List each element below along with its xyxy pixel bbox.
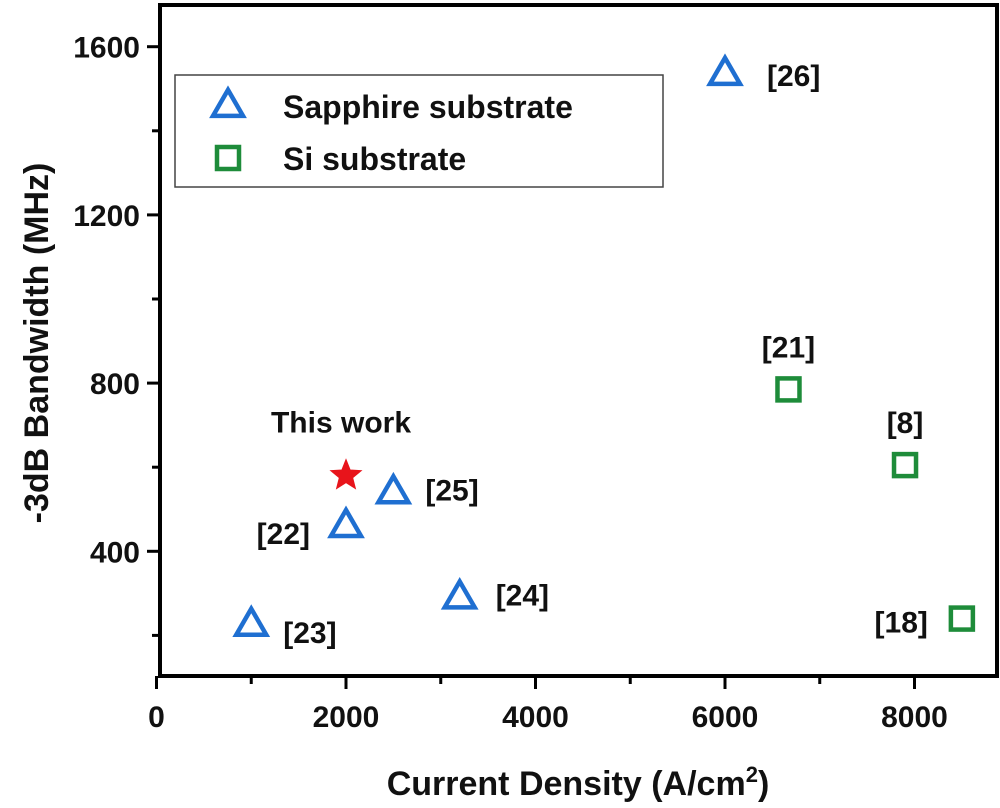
point-ref-label: [21] bbox=[762, 331, 815, 364]
sapphire-point-marker bbox=[440, 576, 479, 610]
legend-entry-label: Si substrate bbox=[283, 141, 466, 177]
point-ref-label: [22] bbox=[257, 518, 310, 551]
x-tick-label: 6000 bbox=[692, 701, 759, 734]
point-ref-label: [8] bbox=[887, 407, 924, 440]
y-tick-label: 1600 bbox=[73, 32, 140, 65]
y-tick-label: 800 bbox=[90, 368, 140, 401]
this-work-label: This work bbox=[271, 407, 411, 440]
legend-sapphire-marker bbox=[209, 85, 247, 119]
point-ref-label: [26] bbox=[767, 60, 820, 93]
axes: 0 2000 4000 6000 8000 400 800 1200 1600 bbox=[73, 3, 999, 734]
si-point-marker bbox=[775, 376, 802, 403]
data-marks: [23] [22] [25] [24] [26] [21] [8] [18] This work bbox=[232, 53, 976, 650]
sapphire-point-marker bbox=[706, 53, 744, 87]
si-point-marker bbox=[891, 451, 919, 479]
x-axis-title: Current Density (A/cm2) bbox=[387, 762, 770, 803]
y-tick-label: 1200 bbox=[73, 200, 140, 233]
legend: Sapphire substrate Si substrate bbox=[174, 74, 664, 188]
x-tick-label: 4000 bbox=[502, 701, 569, 734]
sapphire-point-marker bbox=[327, 505, 365, 539]
point-ref-label: [23] bbox=[283, 617, 336, 650]
legend-si-marker bbox=[214, 144, 242, 172]
x-tick-label: 0 bbox=[148, 701, 165, 734]
legend-box bbox=[174, 74, 664, 188]
y-tick-label: 400 bbox=[90, 536, 140, 569]
x-tick-label: 2000 bbox=[313, 701, 380, 734]
legend-entry-label: Sapphire substrate bbox=[283, 89, 573, 125]
x-axis-title-superscript: 2 bbox=[746, 762, 758, 787]
plot-frame bbox=[158, 3, 999, 678]
point-ref-label: [25] bbox=[425, 474, 478, 507]
y-axis-title: -3dB Bandwidth (MHz) bbox=[18, 163, 56, 524]
sapphire-point-marker bbox=[232, 604, 271, 638]
sapphire-point-marker bbox=[374, 471, 413, 505]
si-point-marker bbox=[948, 605, 976, 632]
point-ref-label: [18] bbox=[875, 607, 928, 640]
point-ref-label: [24] bbox=[496, 580, 549, 613]
x-tick-label: 8000 bbox=[881, 701, 948, 734]
this-work-star-marker bbox=[329, 458, 363, 490]
